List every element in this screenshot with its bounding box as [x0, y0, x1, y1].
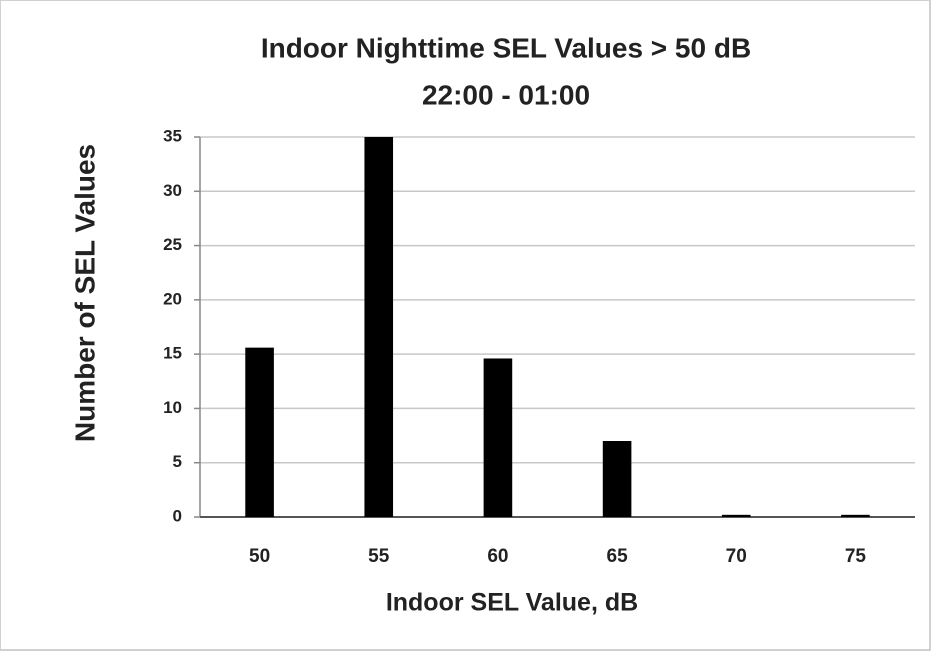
- y-tick-label: 30: [163, 181, 182, 200]
- y-tick-label: 20: [163, 289, 182, 308]
- bar: [245, 347, 274, 517]
- bar: [483, 358, 513, 517]
- y-tick-label: 25: [163, 235, 182, 254]
- x-tick-label: 50: [249, 546, 270, 567]
- y-tick-label: 35: [163, 126, 182, 145]
- y-tick-label: 10: [163, 398, 182, 417]
- x-axis-label: Indoor SEL Value, dB: [386, 589, 638, 617]
- bar: [364, 137, 394, 517]
- bar: [841, 514, 870, 517]
- x-tick-label: 55: [368, 546, 390, 567]
- x-tick-label: 70: [726, 546, 747, 567]
- bar: [602, 441, 632, 517]
- x-tick-label: 75: [845, 546, 867, 567]
- y-tick-label: 5: [173, 452, 182, 471]
- y-tick-label: 0: [173, 506, 182, 525]
- bar: [721, 514, 751, 517]
- y-tick-label: 15: [163, 344, 182, 363]
- chart-title: Indoor Nighttime SEL Values > 50 dB: [261, 32, 751, 63]
- y-axis-label: Number of SEL Values: [69, 144, 100, 442]
- x-tick-label: 65: [607, 546, 629, 567]
- chart-subtitle: 22:00 - 01:00: [422, 79, 590, 110]
- x-tick-label: 60: [487, 546, 508, 567]
